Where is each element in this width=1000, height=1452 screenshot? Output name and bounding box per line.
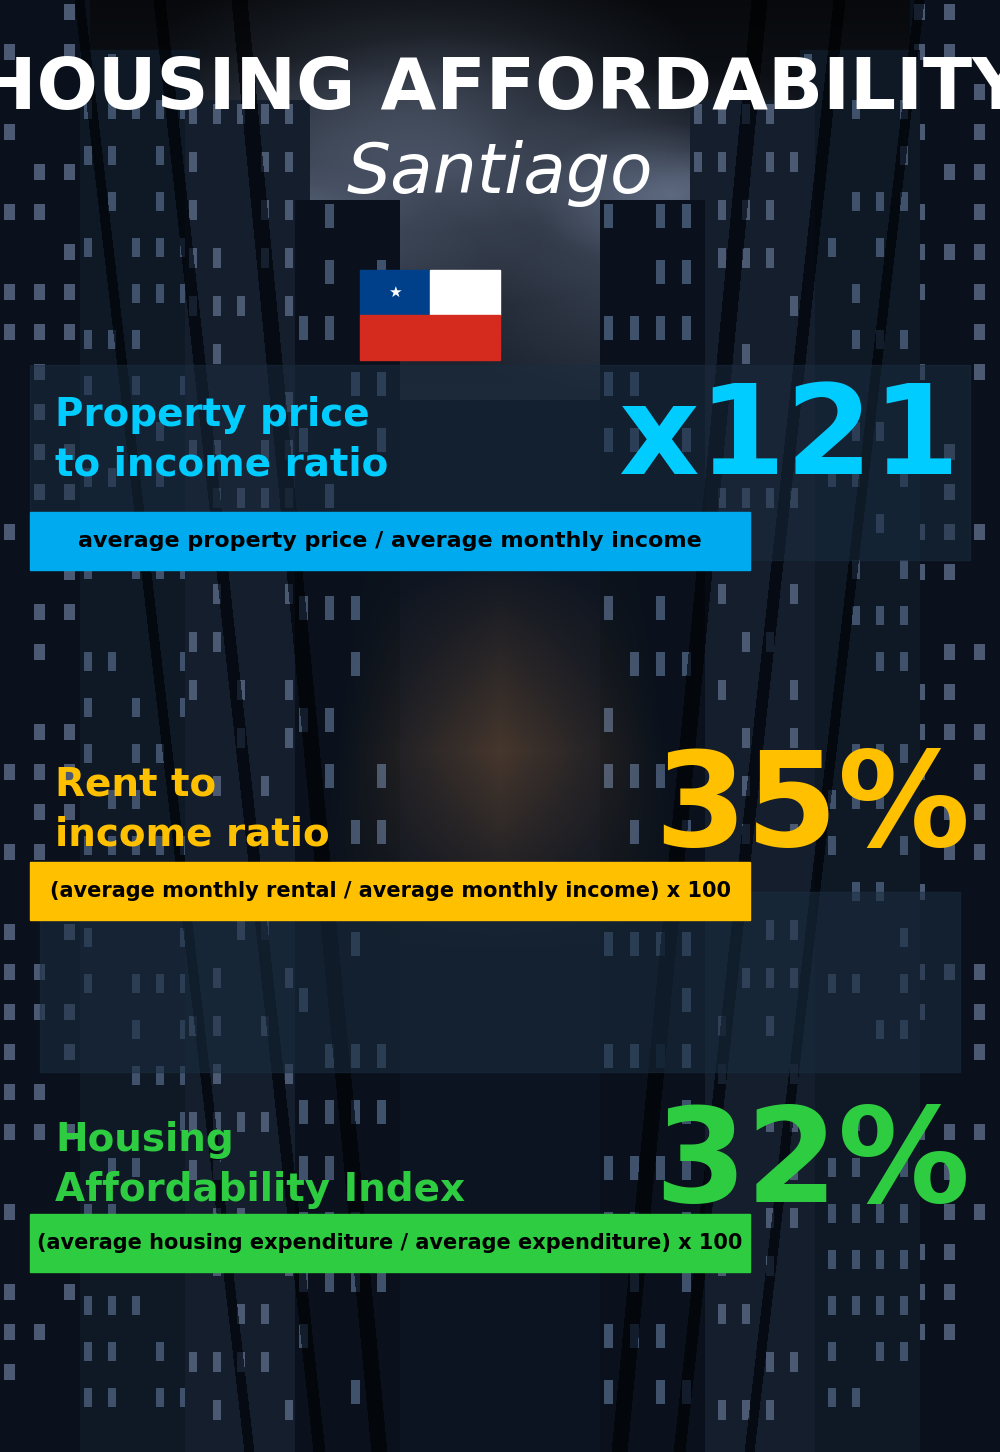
Bar <box>30 862 750 921</box>
Bar <box>30 513 750 571</box>
Bar <box>30 1214 750 1272</box>
Text: Housing
Affordability Index: Housing Affordability Index <box>55 1121 465 1210</box>
Bar <box>30 364 970 560</box>
Text: x121: x121 <box>618 379 960 501</box>
Text: Santiago: Santiago <box>347 139 653 208</box>
Bar <box>360 270 430 315</box>
Bar <box>40 892 960 1072</box>
Bar <box>430 270 500 315</box>
Text: (average housing expenditure / average expenditure) x 100: (average housing expenditure / average e… <box>37 1233 743 1253</box>
Text: average property price / average monthly income: average property price / average monthly… <box>78 531 702 550</box>
Bar <box>360 315 500 360</box>
Text: 32%: 32% <box>654 1102 970 1228</box>
Text: (average monthly rental / average monthly income) x 100: (average monthly rental / average monthl… <box>50 881 730 902</box>
Text: Rent to
income ratio: Rent to income ratio <box>55 767 330 854</box>
Text: 35%: 35% <box>654 746 970 874</box>
Text: Property price
to income ratio: Property price to income ratio <box>55 396 388 484</box>
Text: HOUSING AFFORDABILITY: HOUSING AFFORDABILITY <box>0 55 1000 123</box>
Text: ★: ★ <box>388 285 402 299</box>
